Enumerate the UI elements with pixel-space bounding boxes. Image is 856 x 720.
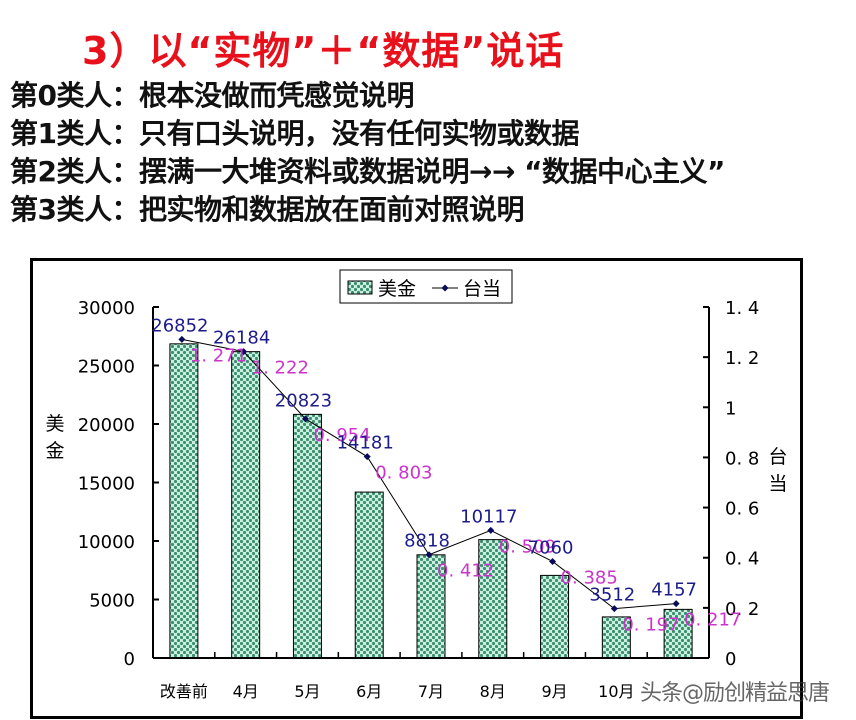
- line-marker: [363, 453, 371, 461]
- line-marker: [487, 526, 495, 534]
- y-tick-label: 10000: [78, 532, 135, 553]
- x-tick-label: 9月: [541, 682, 567, 701]
- bar: [354, 491, 384, 659]
- line-marker: [301, 415, 309, 423]
- y2-tick-label: 0: [725, 649, 736, 670]
- x-tick-label: 4月: [233, 682, 259, 701]
- category-line-1: 第1类人：只有口头说明，没有任何实物或数据: [10, 117, 580, 150]
- y2-tick-label: 1. 2: [725, 348, 759, 369]
- y2-tick-label: 0. 4: [725, 549, 759, 570]
- line-marker: [672, 600, 680, 608]
- y-tick-label: 20000: [78, 415, 135, 436]
- line-value-label: 0. 954: [313, 425, 370, 446]
- bar: [169, 343, 199, 659]
- bar-value-label: 7060: [528, 537, 574, 558]
- bar-value-label: 26852: [151, 315, 208, 336]
- legend-bar-swatch: [347, 280, 373, 295]
- y2-axis-title: 当: [768, 473, 787, 495]
- x-tick-label: 8月: [480, 682, 506, 701]
- bar: [231, 351, 261, 659]
- y-axis-title: 金: [45, 440, 64, 462]
- line-marker: [549, 557, 557, 565]
- bar-value-label: 3512: [589, 585, 635, 606]
- line-marker: [610, 605, 618, 613]
- category-line-0: 第0类人：根本没做而凭感觉说明: [10, 79, 414, 112]
- line-value-label: 1. 271: [190, 345, 247, 366]
- line-value-label: 0. 217: [684, 610, 741, 631]
- y2-tick-label: 0. 8: [725, 448, 759, 469]
- line-value-label: 0. 509: [499, 536, 556, 557]
- x-tick-label: 7月: [418, 682, 444, 701]
- line-marker: [178, 335, 186, 343]
- x-tick-label: 10月: [598, 682, 634, 701]
- bar-value-label: 10117: [460, 506, 517, 527]
- bar: [416, 554, 446, 659]
- bar-value-label: 8818: [404, 531, 450, 552]
- bar: [478, 539, 508, 659]
- line-marker: [240, 348, 248, 356]
- line-value-label: 0. 412: [437, 561, 494, 582]
- bar: [292, 413, 322, 659]
- bar-value-label: 26184: [213, 328, 270, 349]
- line-marker: [425, 551, 433, 559]
- x-tick-label: 5月: [294, 682, 320, 701]
- y2-tick-label: 1. 4: [725, 298, 759, 319]
- slide-title: 3）以“实物”＋“数据”说话: [82, 29, 565, 73]
- legend-bar-label: 美金: [378, 278, 416, 300]
- y-tick-label: 0: [124, 649, 135, 670]
- category-line-3: 第3类人：把实物和数据放在面前对照说明: [10, 193, 525, 226]
- bar: [540, 574, 570, 659]
- x-tick-label: 6月: [356, 682, 382, 701]
- legend-line-marker: [441, 284, 449, 292]
- watermark: 头条@励创精益思唐: [640, 681, 830, 706]
- bar-value-label: 4157: [651, 580, 697, 601]
- y-tick-label: 25000: [78, 357, 135, 378]
- bar-value-label: 20823: [275, 390, 332, 411]
- line-value-label: 0. 803: [375, 463, 432, 484]
- y2-tick-label: 0. 2: [725, 599, 759, 620]
- line-value-label: 0. 385: [561, 567, 618, 588]
- legend-line-label: 台当: [463, 278, 501, 300]
- x-tick-label: 改善前: [160, 682, 208, 701]
- line-value-label: 1. 222: [252, 358, 309, 379]
- y2-tick-label: 1: [725, 398, 736, 419]
- y-tick-label: 15000: [78, 474, 135, 495]
- category-line-2: 第2类人：摆满一大堆资料或数据说明→→ “数据中心主义”: [10, 155, 725, 188]
- line-value-label: 0. 197: [622, 615, 679, 636]
- y-axis-title: 美: [45, 413, 64, 435]
- y-tick-label: 30000: [78, 298, 135, 319]
- y-tick-label: 5000: [89, 591, 135, 612]
- y2-axis-title: 台: [768, 446, 787, 468]
- y2-tick-label: 0. 6: [725, 499, 759, 520]
- bar-value-label: 14181: [337, 433, 394, 454]
